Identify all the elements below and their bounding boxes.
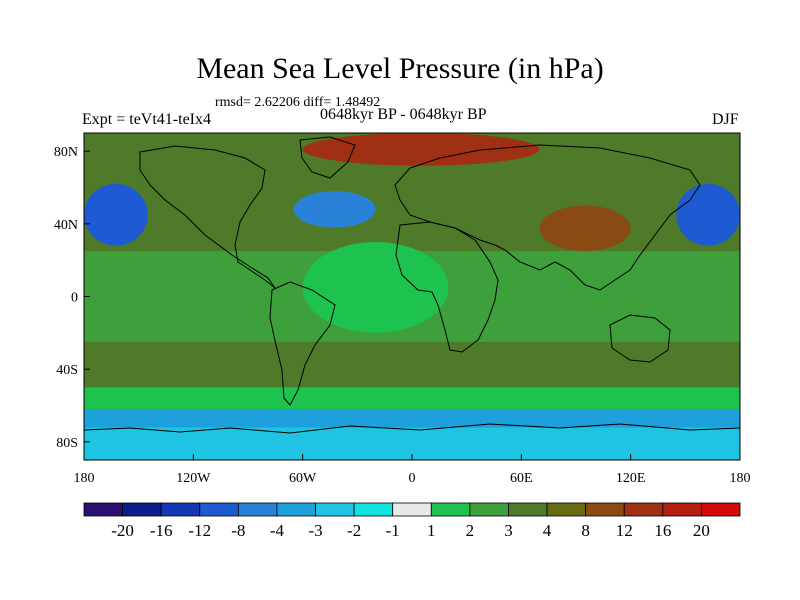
south-america-coast xyxy=(269,281,336,406)
coastlines xyxy=(84,136,740,434)
x-tick-label: 180 xyxy=(730,471,751,486)
australia-coast xyxy=(609,314,671,363)
colorbar-swatch xyxy=(199,502,239,517)
colorbar-label: 8 xyxy=(581,521,590,540)
colorbar-label: -8 xyxy=(231,521,245,540)
colorbar-swatch xyxy=(276,502,316,517)
y-tick-label: 40S xyxy=(56,363,78,378)
period-label: 0648kyr BP - 0648kyr BP xyxy=(320,106,487,123)
colorbar-swatch xyxy=(701,502,741,517)
colorbar-swatch xyxy=(623,502,664,517)
region-asian-high xyxy=(539,205,631,252)
x-tick-label: 120E xyxy=(616,471,646,486)
colorbar-label: -20 xyxy=(111,521,134,540)
colorbar-label: 2 xyxy=(466,521,475,540)
eurasia-coast xyxy=(394,144,701,291)
season-label: DJF xyxy=(712,111,739,128)
colorbar-swatch xyxy=(662,502,702,517)
y-tick-label: 40N xyxy=(54,218,78,233)
region-north-pacific-low xyxy=(84,183,148,246)
region-southern-ocean-ring xyxy=(84,387,740,410)
colorbar-swatch xyxy=(315,502,355,517)
region-arctic-high xyxy=(302,133,540,166)
y-axis: 80N 40N 0 40S 80S xyxy=(54,145,90,451)
colorbar-label: 16 xyxy=(654,521,671,540)
colorbar-label: 20 xyxy=(693,521,710,540)
x-tick-label: 0 xyxy=(409,471,416,486)
colorbar-label: -2 xyxy=(347,521,361,540)
x-axis: 180 120W 60W 0 60E 120E 180 xyxy=(74,454,751,486)
region-west-pacific-low xyxy=(676,183,740,246)
colorbar-swatch xyxy=(392,502,432,517)
colorbar-label: -16 xyxy=(150,521,173,540)
chart-title: Mean Sea Level Pressure (in hPa) xyxy=(196,52,604,85)
y-tick-label: 0 xyxy=(71,291,78,306)
colorbar-swatch xyxy=(237,502,278,517)
colorbar-swatch xyxy=(160,502,201,517)
colorbar-label: -3 xyxy=(308,521,322,540)
greenland-coast xyxy=(299,136,356,179)
region-equatorial-atlantic xyxy=(302,241,449,333)
anomaly-field xyxy=(84,133,740,460)
x-tick-label: 60W xyxy=(289,471,317,486)
colorbar-label: 4 xyxy=(543,521,552,540)
region-north-atlantic-low xyxy=(293,191,376,228)
colorbar-label: 3 xyxy=(504,521,513,540)
colorbar-swatch xyxy=(469,502,509,517)
colorbar-swatch xyxy=(353,502,394,517)
colorbar-swatch xyxy=(83,502,123,517)
colorbar: -20 -16 -12 -8 -4 -3 -2 -1 1 2 3 4 8 12 16 20 xyxy=(83,502,741,540)
x-tick-label: 180 xyxy=(74,471,95,486)
colorbar-swatch xyxy=(122,502,162,517)
colorbar-label: -4 xyxy=(270,521,285,540)
colorbar-swatch xyxy=(430,502,471,517)
x-tick-label: 60E xyxy=(510,471,533,486)
antarctica-coast xyxy=(84,423,740,434)
colorbar-swatch xyxy=(508,502,548,517)
colorbar-label: -12 xyxy=(188,521,211,540)
chart-subtitle: rmsd= 2.62206 diff= 1.48492 xyxy=(215,95,381,110)
y-tick-label: 80S xyxy=(56,436,78,451)
colorbar-swatch xyxy=(585,502,625,517)
region-antarctic-margin xyxy=(84,409,740,428)
africa-coast xyxy=(395,221,499,353)
colorbar-label: -1 xyxy=(386,521,400,540)
colorbar-label: 12 xyxy=(616,521,633,540)
y-tick-label: 80N xyxy=(54,145,78,160)
colorbar-swatch xyxy=(546,502,587,517)
experiment-label: Expt = teVt41-teIx4 xyxy=(82,111,211,128)
x-tick-label: 120W xyxy=(176,471,211,486)
north-america-coast xyxy=(139,145,276,289)
colorbar-label: 1 xyxy=(427,521,436,540)
